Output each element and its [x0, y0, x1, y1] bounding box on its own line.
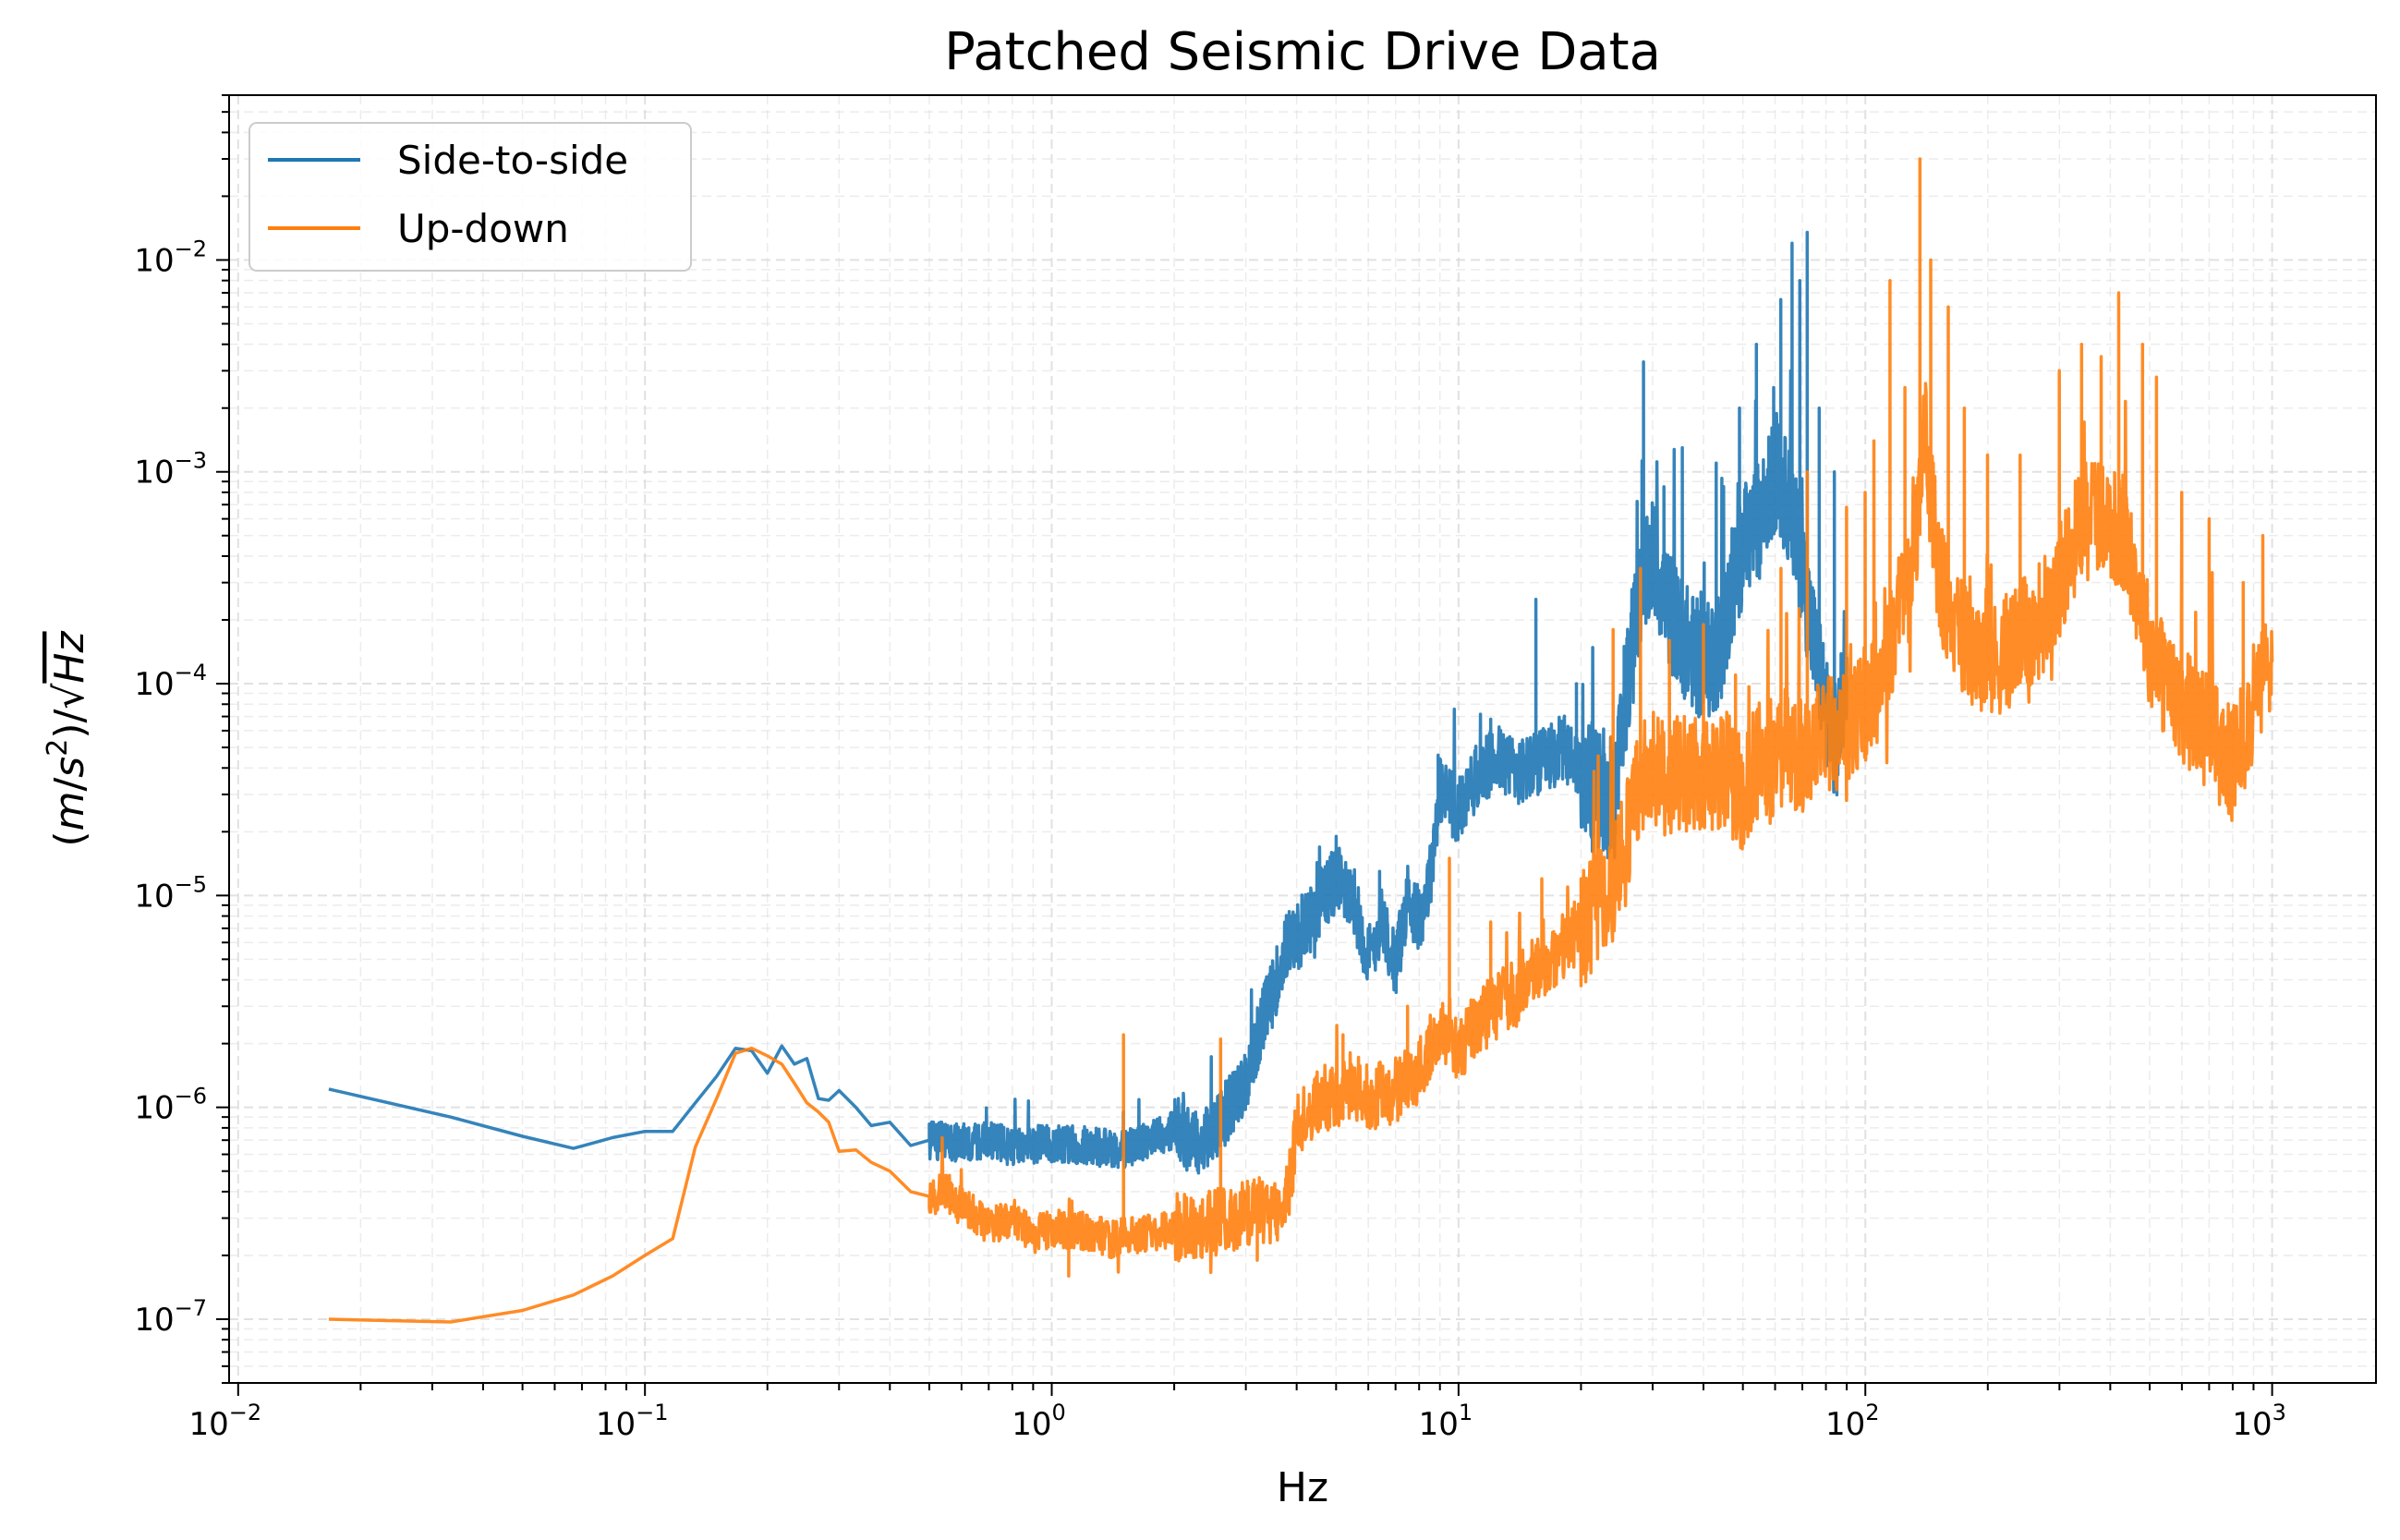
series-line-side-to-side [328, 230, 1848, 1175]
x-tick-label: 100 [1012, 1400, 1066, 1443]
legend-label-side-to-side: Side-to-side [397, 138, 628, 183]
legend-label-up-down: Up-down [397, 206, 569, 251]
chart-title: Patched Seismic Drive Data [944, 22, 1661, 82]
series-lines [328, 157, 2274, 1324]
y-tick-label: 10−6 [134, 1084, 207, 1127]
y-tick-label: 10−5 [134, 871, 207, 915]
series-line-up-down [328, 157, 2274, 1324]
grid [229, 94, 2376, 1384]
axis-ticks: 10−2 10−1 100 101 102 103 10−7 10−6 10−5 10−4 10−3… [134, 94, 2286, 1443]
y-tick-label: 10−3 [134, 448, 207, 491]
legend: Side-to-side Up-down [248, 122, 692, 272]
plot-frame [228, 94, 2377, 1384]
x-tick-label: 10−1 [596, 1400, 669, 1443]
x-tick-label: 101 [1419, 1400, 1473, 1443]
x-axis-label: Hz [1277, 1464, 1328, 1511]
x-tick-label: 10−2 [188, 1400, 261, 1443]
x-tick-label: 103 [2232, 1400, 2286, 1443]
x-tick-label: 102 [1825, 1400, 1880, 1443]
y-tick-label: 10−4 [134, 660, 207, 703]
y-tick-label: 10−2 [134, 236, 207, 279]
y-axis-label: (m/s2)/√Hz [42, 631, 93, 847]
y-tick-label: 10−7 [134, 1295, 207, 1339]
